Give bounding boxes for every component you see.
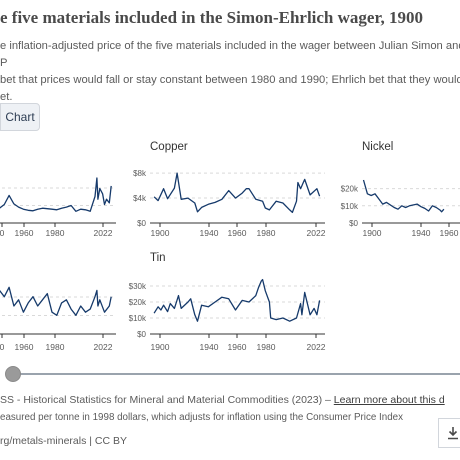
tab-chart[interactable]: Chart	[0, 103, 40, 131]
series-line	[0, 177, 112, 212]
x-tick-label: 1900	[151, 228, 170, 238]
y-tick-label: $10k	[129, 314, 147, 323]
license-line: rg/metals-minerals | CC BY	[0, 435, 128, 447]
series-line	[153, 278, 321, 322]
series-line	[0, 286, 112, 316]
source-line: SS - Historical Statistics for Mineral a…	[0, 394, 445, 406]
chart-subtitle: e inflation-adjusted price of the five m…	[0, 38, 460, 106]
source-learn-more-link[interactable]: Learn more about this d	[333, 394, 445, 406]
small-multiples-charts: 0 1960 1980 2022 $0 $4k $8k 1900 1940 1960 1980 202…	[0, 141, 460, 352]
x-tick-label: 1940	[200, 342, 219, 352]
y-tick-label: $20k	[341, 185, 359, 194]
series-line	[153, 172, 321, 214]
x-tick-label: 1960	[15, 228, 34, 238]
y-tick-label: $30k	[129, 282, 147, 291]
y-tick-label: $0	[349, 219, 358, 228]
x-tick-label: 2022	[94, 228, 113, 238]
y-tick-label: $0	[137, 219, 146, 228]
panel-title: Copper	[150, 141, 188, 153]
tab-chart-label: Chart	[5, 110, 35, 124]
series-line	[362, 179, 445, 213]
chart-title: e five materials included in the Simon-E…	[0, 8, 423, 27]
x-tick-label: 1900	[363, 228, 382, 238]
x-tick-label: 2022	[307, 342, 326, 352]
x-tick-label: 1980	[257, 342, 276, 352]
y-tick-label: $8k	[133, 169, 147, 178]
units-note: easured per tonne in 1998 dollars, which…	[0, 412, 403, 423]
x-tick-label: 0	[0, 228, 5, 238]
x-tick-label: 1960	[15, 342, 34, 352]
panel-title: Nickel	[362, 141, 393, 153]
download-icon	[448, 427, 458, 440]
x-tick-label: 1940	[200, 228, 219, 238]
x-tick-label: 1980	[257, 228, 276, 238]
y-tick-label: $4k	[133, 194, 147, 203]
y-tick-label: $20k	[129, 298, 147, 307]
x-tick-label: 0	[0, 342, 5, 352]
x-tick-label: 2022	[94, 342, 113, 352]
x-tick-label: 1900	[151, 342, 170, 352]
source-text: SS - Historical Statistics for Mineral a…	[0, 394, 334, 406]
x-tick-label: 1960	[228, 228, 247, 238]
panel-title: Tin	[150, 252, 166, 264]
subtitle-line-1: e inflation-adjusted price of the five m…	[0, 40, 460, 69]
timeline-slider-track[interactable]	[6, 373, 460, 375]
subtitle-line-2: bet that prices would fall or stay const…	[0, 74, 460, 86]
timeline-slider-handle[interactable]	[5, 366, 21, 382]
y-tick-label: $0	[137, 330, 146, 339]
subtitle-line-3: et.	[0, 91, 13, 103]
x-tick-label: 1940	[412, 228, 431, 238]
x-tick-label: 1980	[46, 342, 65, 352]
x-tick-label: 1960	[228, 342, 247, 352]
x-tick-label: 1980	[46, 228, 65, 238]
download-button[interactable]	[438, 418, 460, 448]
x-tick-label: 1960	[440, 228, 459, 238]
y-tick-label: $10k	[341, 202, 359, 211]
x-tick-label: 2022	[307, 228, 326, 238]
